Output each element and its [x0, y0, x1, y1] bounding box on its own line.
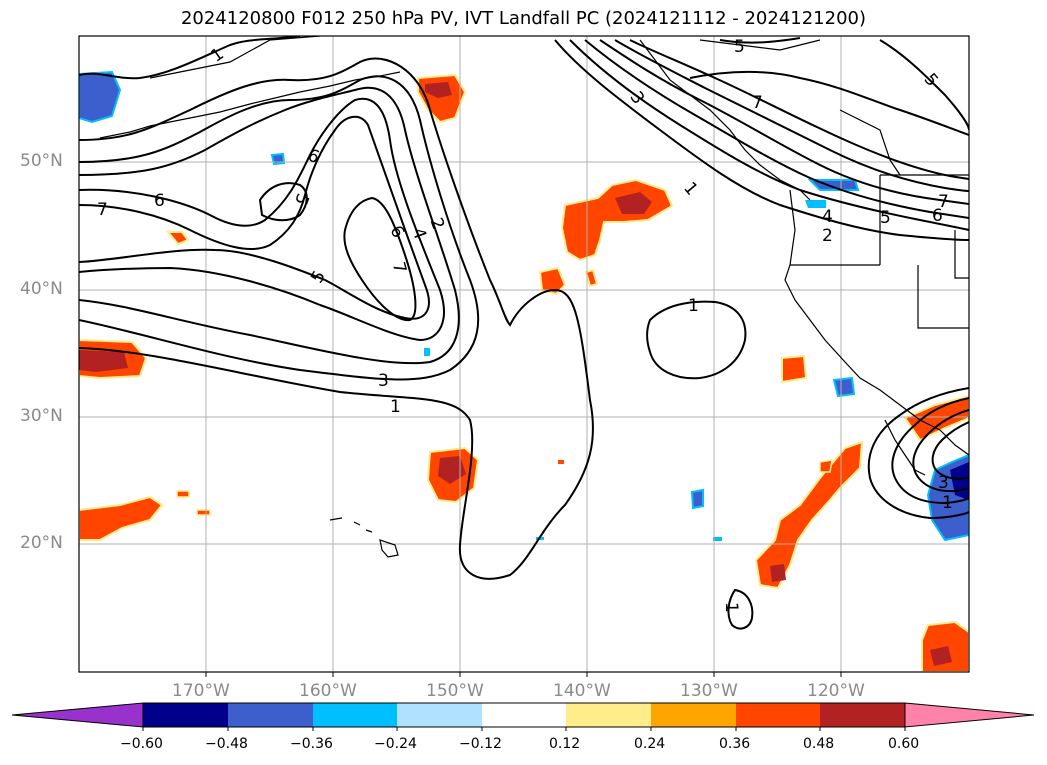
- contour-label: 3: [938, 473, 949, 493]
- colorbar-tick-label: 0.36: [719, 736, 751, 752]
- plot-frame: [78, 35, 970, 673]
- lon-label-170w: 170°W: [172, 681, 230, 701]
- map-title: 2024120800 F012 250 hPa PV, IVT Landfall…: [180, 8, 867, 29]
- contour-label: 1: [721, 602, 741, 613]
- contour-label: 7: [97, 200, 108, 220]
- lat-label-20n: 20°N: [20, 533, 63, 553]
- colorbar-tick-label: −0.36: [290, 736, 333, 752]
- colorbar-segment: [651, 703, 736, 727]
- colorbar-segment: [736, 703, 820, 727]
- lon-label-120w: 120°W: [807, 681, 865, 701]
- colorbar-segment: [143, 703, 228, 727]
- contour-label: 6: [154, 191, 165, 211]
- colorbar-segment: [397, 703, 482, 727]
- colorbar-segment: [313, 703, 397, 727]
- contour-label: 1: [688, 296, 699, 316]
- lon-label-160w: 160°W: [299, 681, 357, 701]
- contour-label: 1: [390, 397, 401, 417]
- colorbar-tick-label: 0.12: [549, 736, 581, 752]
- lon-label-150w: 150°W: [426, 681, 484, 701]
- colorbar-tick-label: −0.24: [374, 736, 417, 752]
- lat-label-30n: 30°N: [20, 406, 63, 426]
- contour-label: 7: [938, 192, 949, 212]
- lat-label-50n: 50°N: [20, 151, 63, 171]
- colorbar-segment: [482, 703, 566, 727]
- colorbar-tick-label: −0.12: [459, 736, 502, 752]
- colorbar-segment: [820, 703, 905, 727]
- colorbar: [11, 702, 1035, 731]
- contour-label: 2: [822, 226, 833, 246]
- colorbar-tick-label: −0.48: [205, 736, 248, 752]
- gridlines: [79, 36, 969, 672]
- contour-label: 4: [822, 207, 833, 227]
- colorbar-segment: [566, 703, 651, 727]
- colorbar-segment: [228, 703, 313, 727]
- contour-label: 5: [880, 208, 891, 228]
- plot-area: [79, 36, 969, 672]
- contour-label: 5: [734, 37, 745, 57]
- colorbar-tick-label: 0.48: [803, 736, 835, 752]
- lat-label-40n: 40°N: [20, 279, 63, 299]
- colorbar-min-extension: [11, 702, 144, 728]
- contour-label: 3: [378, 371, 389, 391]
- lon-label-140w: 140°W: [553, 681, 611, 701]
- lon-ticks: [205, 672, 842, 677]
- lon-label-130w: 130°W: [680, 681, 738, 701]
- colorbar-tick-label: 0.24: [634, 736, 666, 752]
- pv-contours: [79, 36, 969, 630]
- contour-label: 7: [752, 93, 763, 113]
- colorbar-tick-label: −0.60: [120, 736, 163, 752]
- colorbar-max-extension: [904, 702, 1035, 728]
- coastlines: [99, 36, 969, 558]
- contour-label: 1: [942, 493, 953, 513]
- contour-label: 7: [388, 260, 410, 276]
- colorbar-tick-label: 0.60: [888, 736, 920, 752]
- contour-label: 6: [932, 206, 943, 226]
